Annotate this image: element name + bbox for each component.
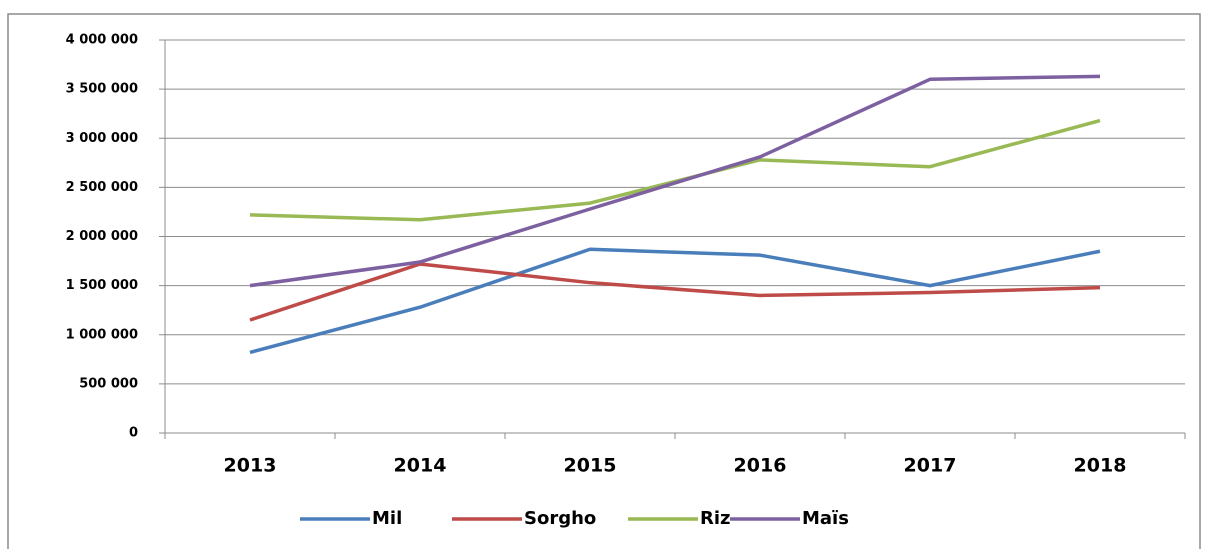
series-line	[249, 262, 1101, 322]
y-tick-label: 0	[129, 426, 138, 441]
y-tick-label: 1 000 000	[66, 327, 138, 342]
series-line	[249, 74, 1101, 288]
series-line	[249, 247, 1101, 355]
y-tick-label: 2 500 000	[66, 180, 138, 195]
series-line	[249, 118, 1101, 222]
legend-label: Riz	[700, 508, 731, 529]
legend-label: Mil	[372, 508, 402, 529]
x-tick-label: 2014	[394, 455, 447, 477]
y-tick-label: 3 500 000	[66, 82, 138, 97]
x-tick-label: 2013	[224, 455, 277, 477]
y-tick-label: 1 500 000	[66, 278, 138, 293]
y-tick-label: 2 000 000	[66, 229, 138, 244]
x-tick-label: 2015	[564, 455, 617, 477]
chart-border	[7, 13, 1201, 549]
y-tick-label: 3 000 000	[66, 131, 138, 146]
x-tick-label: 2018	[1074, 455, 1127, 477]
y-tick-label: 500 000	[79, 376, 138, 391]
x-tick-label: 2016	[734, 455, 787, 477]
legend-label: Maïs	[802, 508, 849, 529]
legend-label: Sorgho	[524, 508, 596, 529]
y-tick-label: 4 000 000	[66, 33, 138, 48]
x-tick-label: 2017	[904, 455, 957, 477]
